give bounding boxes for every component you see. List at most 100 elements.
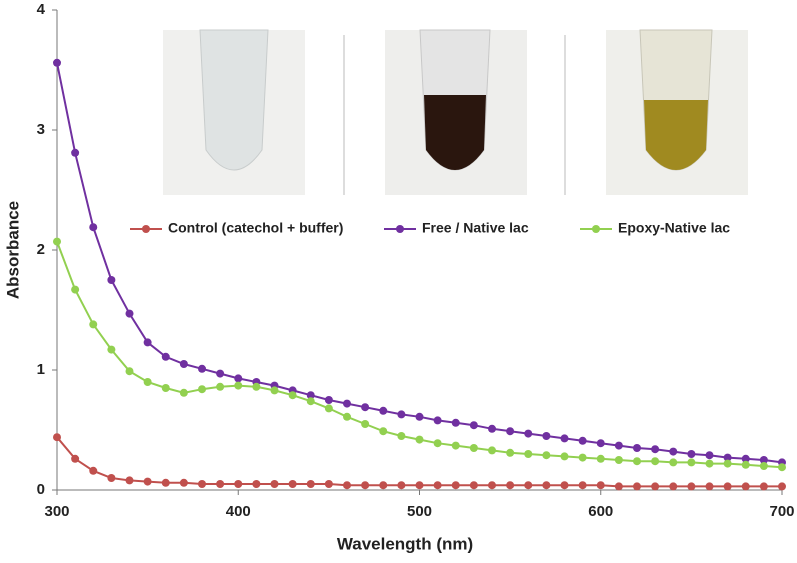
data-point bbox=[596, 439, 605, 448]
data-point bbox=[415, 412, 424, 421]
legend-label: Control (catechol + buffer) bbox=[168, 220, 343, 236]
data-point bbox=[306, 391, 315, 400]
data-point bbox=[252, 382, 261, 391]
data-point bbox=[542, 481, 551, 490]
data-point bbox=[379, 406, 388, 415]
x-tick-label: 400 bbox=[226, 503, 251, 520]
data-point bbox=[669, 447, 678, 456]
legend-label: Epoxy-Native lac bbox=[618, 220, 730, 236]
data-point bbox=[343, 481, 351, 490]
data-point bbox=[179, 478, 188, 487]
data-point bbox=[614, 456, 623, 464]
data-point bbox=[705, 459, 714, 468]
data-point bbox=[524, 450, 533, 458]
data-point bbox=[433, 439, 442, 448]
data-point bbox=[705, 482, 714, 491]
data-point bbox=[741, 454, 750, 463]
data-point bbox=[506, 481, 515, 490]
x-tick-label: 700 bbox=[769, 503, 794, 520]
data-point bbox=[633, 457, 641, 466]
data-point bbox=[53, 433, 61, 442]
data-point bbox=[488, 481, 496, 490]
data-point bbox=[216, 480, 225, 488]
data-point bbox=[397, 481, 406, 490]
data-point bbox=[651, 457, 660, 466]
data-point bbox=[633, 482, 641, 491]
data-point bbox=[270, 386, 279, 395]
data-point bbox=[234, 480, 243, 488]
data-point bbox=[488, 424, 496, 433]
data-point bbox=[161, 478, 170, 487]
data-point bbox=[107, 345, 116, 354]
data-point bbox=[179, 360, 188, 368]
data-point bbox=[542, 451, 551, 460]
legend-marker bbox=[142, 225, 150, 233]
data-point bbox=[741, 460, 750, 469]
data-point bbox=[324, 396, 333, 404]
data-point bbox=[542, 432, 551, 440]
data-point bbox=[759, 456, 768, 464]
data-point bbox=[469, 481, 478, 490]
data-point bbox=[578, 481, 587, 490]
data-point bbox=[324, 480, 333, 488]
data-point bbox=[361, 403, 370, 412]
data-point bbox=[669, 458, 678, 467]
data-point bbox=[723, 453, 732, 462]
data-point bbox=[143, 477, 152, 486]
data-point bbox=[705, 451, 714, 460]
data-point bbox=[723, 482, 732, 491]
data-point bbox=[614, 482, 623, 491]
data-point bbox=[651, 445, 660, 454]
data-point bbox=[343, 399, 351, 408]
data-point bbox=[179, 388, 188, 397]
data-point bbox=[687, 482, 696, 491]
data-point bbox=[107, 474, 116, 482]
data-point bbox=[71, 148, 80, 157]
data-point bbox=[506, 448, 515, 457]
data-point bbox=[433, 416, 442, 425]
data-point bbox=[560, 452, 569, 461]
data-point bbox=[596, 454, 605, 463]
data-point bbox=[234, 381, 243, 390]
data-point bbox=[651, 482, 660, 491]
data-point bbox=[723, 459, 732, 468]
data-point bbox=[433, 481, 442, 490]
data-point bbox=[596, 481, 605, 490]
data-point bbox=[89, 466, 98, 475]
data-point bbox=[161, 352, 170, 361]
data-point bbox=[469, 444, 478, 452]
y-tick-label: 3 bbox=[37, 121, 45, 138]
data-point bbox=[198, 364, 206, 373]
tube-free-liquid bbox=[424, 95, 486, 170]
data-point bbox=[759, 462, 768, 470]
data-point bbox=[324, 404, 333, 413]
tube-control bbox=[199, 29, 269, 171]
data-point bbox=[198, 385, 206, 394]
data-point bbox=[234, 374, 243, 383]
data-point bbox=[288, 391, 297, 400]
data-point bbox=[560, 481, 569, 490]
data-point bbox=[306, 480, 315, 488]
data-point bbox=[578, 453, 587, 462]
y-tick-label: 2 bbox=[37, 241, 45, 258]
data-point bbox=[270, 480, 279, 488]
data-point bbox=[198, 480, 206, 488]
data-point bbox=[71, 454, 80, 463]
data-point bbox=[469, 421, 478, 430]
data-point bbox=[216, 382, 225, 391]
y-tick-label: 4 bbox=[37, 1, 46, 18]
data-point bbox=[143, 338, 152, 347]
data-point bbox=[524, 481, 533, 490]
data-point bbox=[125, 476, 134, 485]
data-point bbox=[107, 276, 116, 284]
data-point bbox=[89, 320, 98, 329]
legend-label: Free / Native lac bbox=[422, 220, 529, 236]
data-point bbox=[778, 482, 786, 491]
y-tick-label: 0 bbox=[37, 481, 45, 498]
data-point bbox=[669, 482, 678, 491]
data-point bbox=[415, 481, 424, 490]
data-point bbox=[125, 309, 134, 318]
data-point bbox=[524, 429, 533, 438]
